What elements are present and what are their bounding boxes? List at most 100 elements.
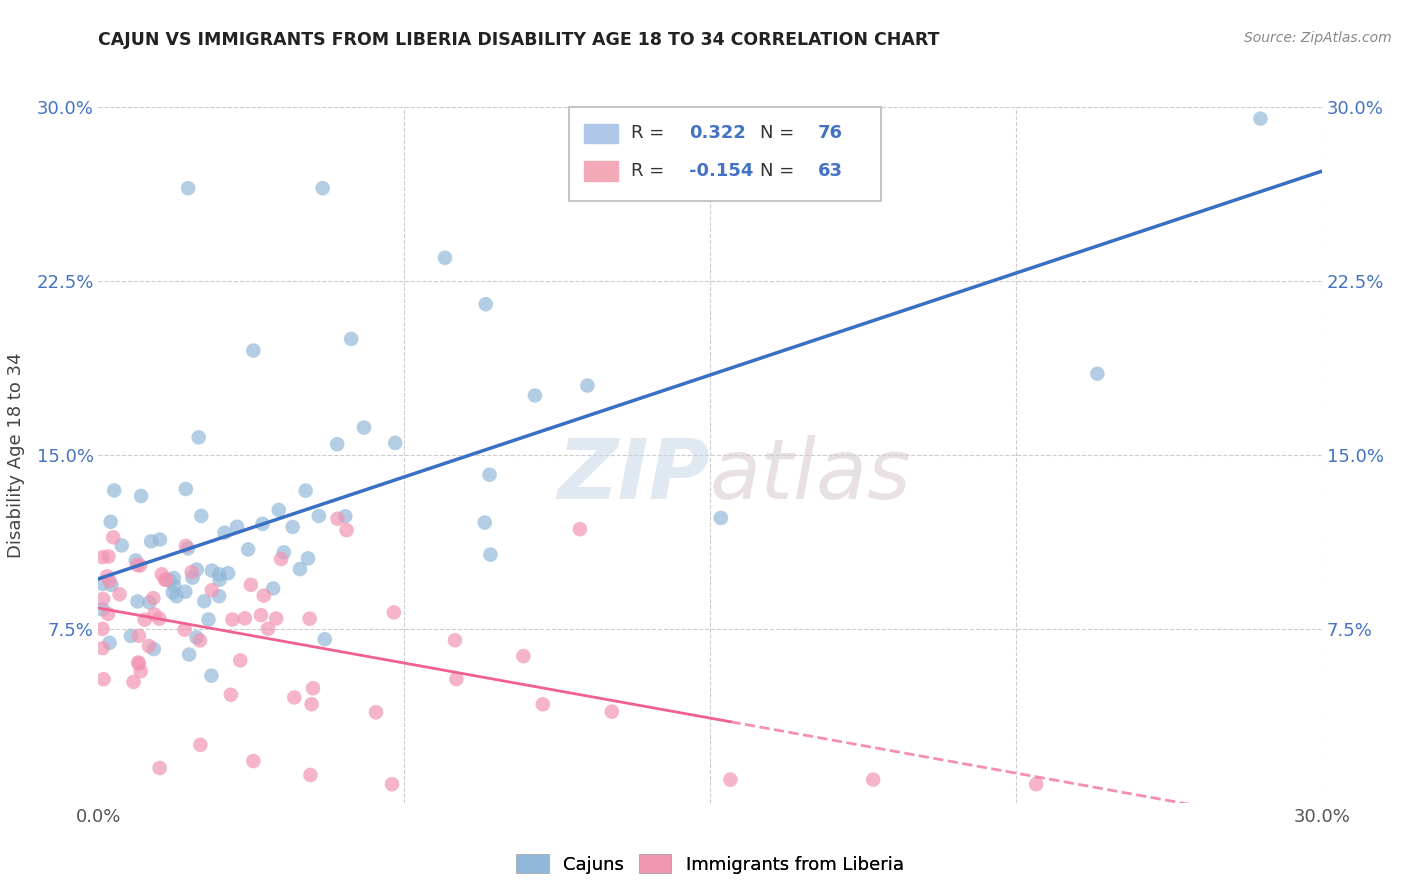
Point — [103, 483, 125, 498]
Point — [111, 539, 134, 553]
Point — [512, 649, 534, 664]
Point — [174, 539, 197, 553]
Point — [381, 777, 404, 791]
Point — [93, 672, 115, 686]
Point — [103, 530, 125, 544]
Point — [326, 512, 349, 526]
Point — [444, 633, 467, 648]
Point — [177, 181, 200, 195]
Point — [180, 565, 202, 579]
Point — [208, 589, 231, 603]
Point — [384, 436, 406, 450]
Point — [308, 508, 330, 523]
Point — [149, 533, 172, 547]
Point — [186, 563, 208, 577]
Point — [97, 549, 120, 564]
Point — [197, 612, 219, 626]
Point — [568, 522, 591, 536]
Point — [150, 567, 173, 582]
Point — [142, 642, 165, 657]
Point — [364, 706, 387, 720]
Point — [236, 542, 259, 557]
Point — [159, 574, 181, 588]
Point — [98, 574, 121, 588]
Point — [474, 297, 498, 311]
Point — [166, 589, 188, 603]
Point — [148, 612, 170, 626]
Point — [127, 656, 149, 670]
Text: -0.154: -0.154 — [689, 162, 754, 180]
Point — [301, 697, 323, 711]
Point — [335, 509, 357, 524]
Point — [188, 738, 212, 752]
Point — [187, 430, 209, 444]
Point — [576, 378, 599, 392]
Point — [91, 602, 114, 616]
Point — [208, 573, 231, 587]
Point — [478, 467, 501, 482]
Point — [177, 648, 200, 662]
Point — [217, 566, 239, 581]
Point — [200, 668, 222, 682]
Point — [201, 583, 224, 598]
Point — [129, 489, 152, 503]
Point — [862, 772, 884, 787]
Text: R =: R = — [630, 125, 669, 143]
Point — [163, 571, 186, 585]
Point — [242, 343, 264, 358]
Point — [91, 550, 114, 565]
Point — [188, 633, 211, 648]
Point — [335, 523, 357, 537]
Point — [283, 690, 305, 705]
Point — [97, 607, 120, 621]
Point — [193, 594, 215, 608]
Point — [91, 641, 114, 656]
Text: Source: ZipAtlas.com: Source: ZipAtlas.com — [1244, 31, 1392, 45]
Point — [128, 657, 150, 671]
Point — [153, 573, 176, 587]
Point — [138, 595, 160, 609]
Point — [710, 511, 733, 525]
Point — [186, 631, 208, 645]
Point — [239, 578, 262, 592]
Point — [446, 672, 468, 686]
Text: CAJUN VS IMMIGRANTS FROM LIBERIA DISABILITY AGE 18 TO 34 CORRELATION CHART: CAJUN VS IMMIGRANTS FROM LIBERIA DISABIL… — [98, 31, 941, 49]
Point — [1025, 777, 1047, 791]
Point — [720, 772, 742, 787]
Point — [340, 332, 363, 346]
Point — [162, 585, 184, 599]
Point — [294, 483, 316, 498]
Bar — [583, 124, 619, 144]
Point — [98, 636, 121, 650]
FancyBboxPatch shape — [569, 107, 882, 201]
Point — [149, 761, 172, 775]
Point — [91, 591, 114, 606]
Point — [1249, 112, 1271, 126]
Point — [134, 613, 156, 627]
Point — [174, 584, 197, 599]
Point — [229, 653, 252, 667]
Text: 0.322: 0.322 — [689, 125, 747, 143]
Point — [253, 589, 276, 603]
Point — [273, 545, 295, 559]
Point — [201, 564, 224, 578]
Point — [125, 553, 148, 567]
Point — [299, 768, 322, 782]
Point — [91, 577, 114, 591]
Text: atlas: atlas — [710, 435, 911, 516]
Point — [91, 622, 114, 636]
Point — [127, 558, 149, 572]
Bar — [583, 161, 619, 181]
Point — [219, 688, 242, 702]
Point — [326, 437, 349, 451]
Point — [297, 551, 319, 566]
Point — [288, 562, 311, 576]
Point — [100, 515, 122, 529]
Point — [143, 607, 166, 622]
Point — [270, 552, 292, 566]
Point — [250, 608, 273, 623]
Point — [353, 420, 375, 434]
Point — [479, 548, 502, 562]
Point — [523, 388, 546, 402]
Point — [221, 613, 243, 627]
